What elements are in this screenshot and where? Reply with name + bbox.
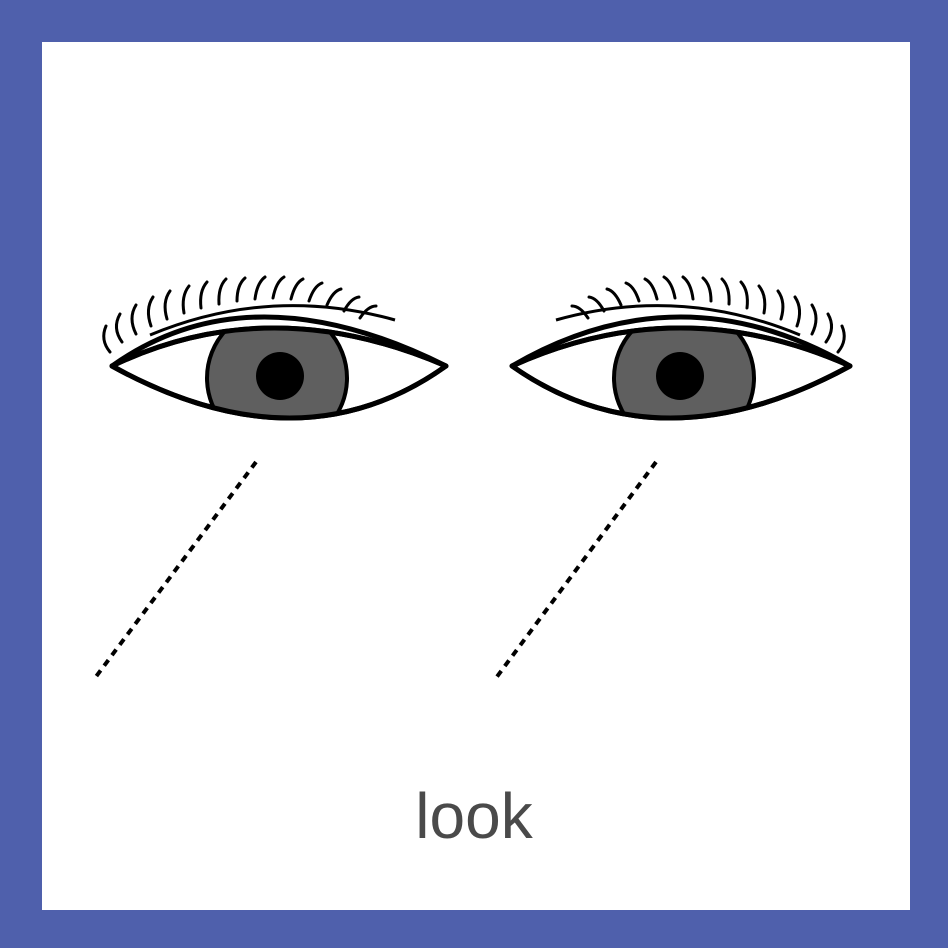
left-eye-lashes: [102, 275, 378, 354]
right-eye-icon: [509, 275, 853, 421]
left-eye-icon: [102, 275, 449, 421]
left-gaze-line: [93, 460, 258, 680]
card-word: look: [415, 780, 533, 852]
right-gaze-line: [494, 460, 658, 680]
left-pupil: [256, 352, 304, 400]
right-pupil: [656, 352, 704, 400]
right-eye-lashes: [570, 275, 846, 354]
picture-card: [42, 42, 910, 910]
